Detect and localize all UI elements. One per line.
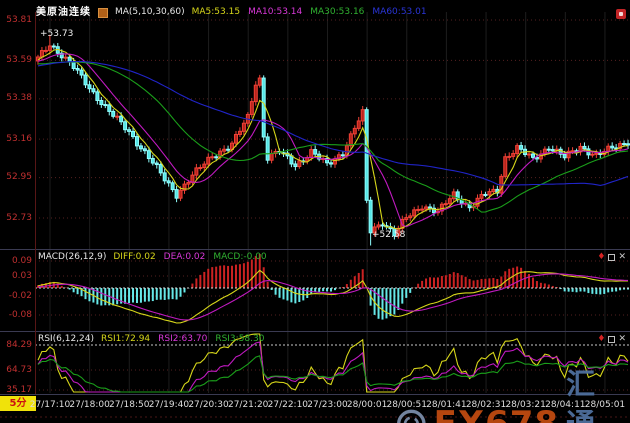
macd-value: DEA:0.02	[163, 252, 206, 262]
rsi-value: RSI1:72.94	[101, 334, 151, 344]
ma-lines	[37, 48, 629, 230]
time-axis-label: 28/02:31	[465, 400, 507, 410]
ma-value: MA30:53.16	[310, 7, 365, 17]
rsi-axis-label: 84.29	[6, 339, 32, 350]
time-axis-label: 27/17:10	[29, 400, 71, 410]
time-axis-label: 27/23:00	[307, 400, 348, 410]
rsi-axis-label: 64.73	[6, 364, 32, 375]
time-axis-label: 27/21:20	[227, 400, 269, 410]
price-axis-label: 53.59	[6, 54, 32, 65]
restore-icon[interactable]	[608, 336, 616, 343]
macd-values: DIFF:0.02 DEA:0.02 MACD:-0.00	[113, 252, 266, 263]
time-axis-label: 27/19:40	[148, 400, 190, 410]
price-axis-label: 52.95	[6, 172, 32, 183]
time-axis-label: 27/18:50	[109, 400, 150, 410]
macd-indicator-label[interactable]: MACD(26,12,9)	[38, 252, 107, 262]
restore-icon[interactable]	[608, 254, 616, 261]
rsi-values: RSI1:72.94 RSI2:63.70 RSI3:58.30	[101, 334, 264, 345]
ma-value: MA5:53.15	[191, 7, 241, 17]
ma-params-label[interactable]: MA(5,10,30,60)	[115, 7, 185, 17]
time-axis-label: 27/20:30	[188, 400, 229, 410]
low-price-annotation: +52.58	[372, 230, 406, 240]
macd-axis-label: -0.02	[8, 290, 32, 301]
time-axis-label: 27/22:10	[267, 400, 309, 410]
ma-value: MA60:53.01	[372, 7, 427, 17]
ma-indicator-icon	[98, 7, 108, 18]
ma-values: MA5:53.15 MA10:53.14 MA30:53.16 MA60:53.01	[192, 7, 427, 18]
alert-red-icon[interactable]	[616, 9, 626, 19]
grid	[35, 12, 630, 393]
time-axis-label: 28/03:21	[505, 400, 546, 410]
price-axis-label: 53.16	[6, 133, 32, 144]
main-pane-header: 美原油连续 MA(5,10,30,60) MA5:53.15 MA10:53.14…	[36, 7, 427, 18]
time-axis-label: 27/18:00	[69, 400, 110, 410]
close-icon[interactable]: ✕	[618, 252, 626, 262]
rsi-axis-label: 35.17	[6, 384, 32, 395]
time-axis-label: 28/04:11	[545, 400, 586, 410]
period-tab[interactable]: 5分	[0, 396, 36, 411]
rsi-pane-header: RSI(6,12,24) RSI1:72.94 RSI2:63.70 RSI3:58…	[38, 334, 264, 345]
time-axis-label: 28/05:01	[584, 400, 626, 410]
macd-value: MACD:-0.00	[213, 252, 267, 262]
macd-value: DIFF:0.02	[113, 252, 156, 262]
rsi-value: RSI2:63.70	[158, 334, 208, 344]
price-axis-label: 52.73	[6, 212, 32, 223]
time-axis-label: 28/00:51	[386, 400, 427, 410]
pane-separators	[0, 12, 630, 418]
rsi-value: RSI3:58.30	[215, 334, 265, 344]
instrument-title[interactable]: 美原油连续	[36, 7, 91, 18]
marker-icon[interactable]: ♦	[597, 252, 606, 262]
macd-pane-header: MACD(26,12,9) DIFF:0.02 DEA:0.02 MACD:-0.0…	[38, 252, 267, 263]
ma-value: MA10:53.14	[248, 7, 303, 17]
time-axis-label: 28/01:41	[426, 400, 467, 410]
price-axis-label: 53.38	[6, 93, 32, 104]
candles-group	[35, 34, 630, 246]
close-icon[interactable]: ✕	[618, 334, 626, 344]
marker-icon[interactable]: ♦	[597, 334, 606, 344]
macd-axis-label: 0.09	[11, 255, 32, 266]
macd-pane	[35, 254, 630, 324]
macd-axis-label: 0.03	[11, 270, 32, 281]
macd-window-controls: ♦ ✕	[597, 253, 626, 262]
rsi-indicator-label[interactable]: RSI(6,12,24)	[38, 334, 94, 344]
high-price-annotation: +53.73	[40, 29, 74, 39]
macd-axis-label: -0.08	[8, 309, 32, 320]
rsi-window-controls: ♦ ✕	[597, 335, 626, 344]
time-axis-label: 28/00:01	[346, 400, 388, 410]
price-axis-label: 53.81	[6, 14, 32, 25]
rsi-pane	[35, 333, 630, 393]
